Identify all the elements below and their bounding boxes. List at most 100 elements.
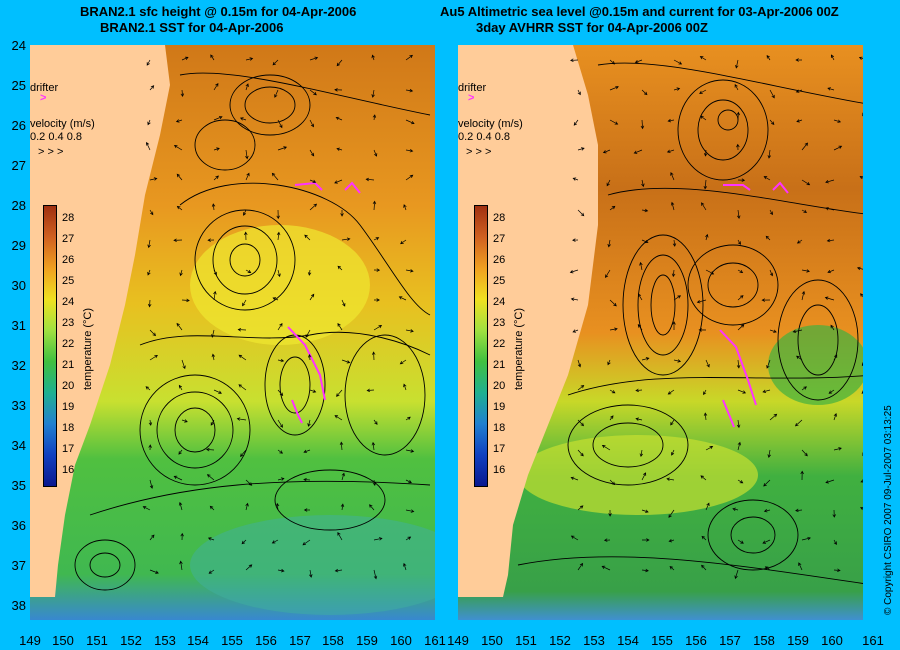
velocity-arrow <box>340 209 344 217</box>
velocity-arrow <box>178 449 183 455</box>
velocity-arrow <box>800 470 804 481</box>
velocity-arrow <box>796 239 803 244</box>
velocity-arrow <box>639 449 644 458</box>
velocity-arrow <box>213 389 222 394</box>
x-tick: 158 <box>753 633 775 648</box>
velocity-arrow <box>860 479 863 483</box>
velocity-arrow <box>277 269 281 278</box>
velocity-arrow <box>703 179 708 190</box>
velocity-arrow <box>641 89 648 96</box>
velocity-arrow <box>272 59 279 66</box>
velocity-arrow <box>238 354 247 361</box>
velocity-arrow <box>641 568 649 573</box>
velocity-arrow <box>769 209 773 216</box>
velocity-arrow <box>302 539 311 546</box>
velocity-arrow <box>830 324 835 331</box>
right-velocity-values: 0.2 0.4 0.8 <box>458 131 510 143</box>
velocity-arrow <box>609 389 616 394</box>
velocity-arrow <box>405 148 414 153</box>
velocity-arrow <box>765 235 771 241</box>
velocity-arrow <box>405 329 414 333</box>
velocity-arrow <box>277 477 285 481</box>
velocity-arrow <box>801 449 808 457</box>
velocity-arrow <box>341 472 345 481</box>
velocity-arrow <box>373 569 378 580</box>
velocity-arrow <box>801 179 811 186</box>
right-map-panel <box>458 45 863 620</box>
y-tick: 27 <box>11 158 26 173</box>
velocity-arrow <box>732 507 739 512</box>
x-tick: 154 <box>617 633 639 648</box>
velocity-arrow <box>860 293 863 298</box>
left-contours <box>74 72 431 591</box>
velocity-arrow <box>149 534 155 541</box>
velocity-arrow <box>828 389 835 394</box>
velocity-arrow <box>573 119 579 126</box>
y-tick: 31 <box>11 318 26 333</box>
velocity-arrow <box>570 476 579 481</box>
velocity-arrow <box>705 359 710 368</box>
x-tick: 157 <box>289 633 311 648</box>
velocity-arrow <box>277 358 285 363</box>
velocity-arrow <box>858 56 863 60</box>
x-tick: 159 <box>787 633 809 648</box>
velocity-arrow <box>309 293 315 301</box>
velocity-arrow <box>734 569 739 580</box>
velocity-arrow <box>762 539 771 544</box>
velocity-arrow <box>705 446 714 451</box>
right-colorbar <box>474 205 488 487</box>
velocity-arrow <box>673 359 682 363</box>
velocity-arrow <box>245 479 253 486</box>
x-tick: 155 <box>221 633 243 648</box>
velocity-arrow <box>736 419 741 429</box>
velocity-arrow <box>801 386 807 391</box>
y-tick: 32 <box>11 358 26 373</box>
velocity-arrow <box>245 172 250 181</box>
velocity-arrow <box>699 89 707 94</box>
velocity-arrow <box>149 85 155 91</box>
velocity-arrow <box>309 56 319 61</box>
velocity-arrow <box>276 209 280 220</box>
velocity-arrow <box>672 321 676 331</box>
right-title-line2: 3day AVHRR SST for 04-Apr-2006 00Z <box>476 20 708 35</box>
velocity-arrow <box>180 532 184 541</box>
left-velocity-values: 0.2 0.4 0.8 <box>30 131 82 143</box>
velocity-arrow <box>672 239 677 247</box>
velocity-arrow <box>825 206 835 211</box>
velocity-arrow <box>403 562 407 571</box>
velocity-arrow <box>668 509 675 518</box>
velocity-arrow <box>371 441 376 451</box>
velocity-arrow <box>341 237 351 241</box>
x-tick: 149 <box>447 633 469 648</box>
velocity-arrow <box>148 419 153 426</box>
velocity-arrow <box>833 354 838 361</box>
velocity-arrow <box>833 539 837 545</box>
velocity-arrow <box>833 568 841 573</box>
velocity-arrow <box>147 269 151 276</box>
velocity-arrow <box>142 506 151 511</box>
velocity-arrow <box>211 203 216 211</box>
velocity-arrow <box>833 119 842 123</box>
velocity-arrow <box>149 209 154 216</box>
velocity-arrow <box>373 298 380 302</box>
velocity-arrow <box>699 56 707 61</box>
left-title-line2: BRAN2.1 SST for 04-Apr-2006 <box>100 20 284 35</box>
velocity-arrow <box>149 569 159 574</box>
y-tick: 30 <box>11 278 26 293</box>
velocity-arrow <box>641 357 650 361</box>
velocity-arrow <box>577 505 584 511</box>
velocity-arrow <box>304 234 311 241</box>
velocity-arrow <box>737 324 745 331</box>
velocity-arrow <box>833 145 843 151</box>
velocity-arrow <box>601 565 611 571</box>
velocity-arrow <box>700 475 707 481</box>
velocity-arrow <box>213 147 220 151</box>
velocity-arrow <box>405 54 413 61</box>
velocity-arrow <box>336 147 343 151</box>
left-colorbar-title: temperature (°C) <box>82 307 94 390</box>
velocity-arrow <box>701 535 707 541</box>
velocity-arrow <box>211 329 215 338</box>
velocity-arrow <box>832 509 836 518</box>
velocity-arrow <box>309 119 314 128</box>
copyright-text: © Copyright CSIRO 2007 09-Jul-2007 03:13… <box>883 405 894 615</box>
